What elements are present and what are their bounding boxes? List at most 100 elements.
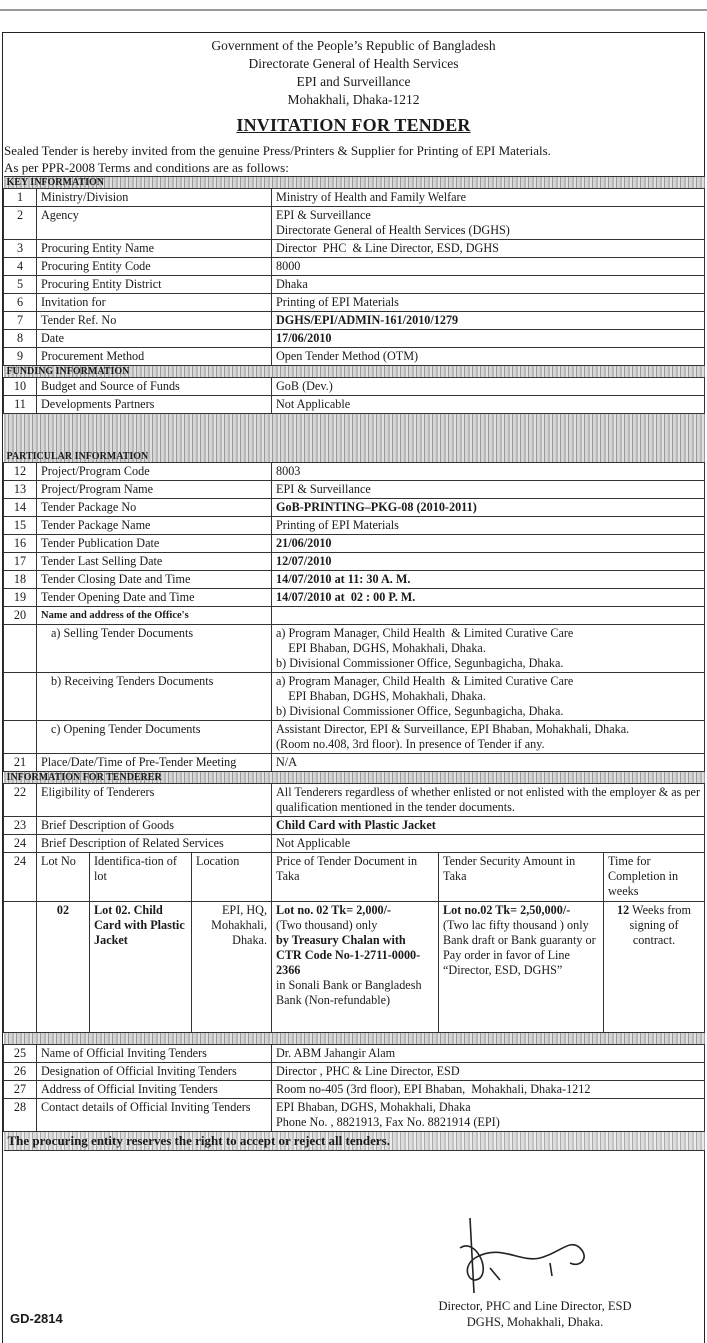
row-label: Brief Description of Goods	[36, 816, 272, 835]
completion-time: 12 Weeks from signing of contract.	[602, 901, 706, 1033]
section-band: FUNDING INFORMATION	[3, 365, 705, 378]
document-title: INVITATION FOR TENDER	[236, 115, 471, 135]
tender-security: Lot no.02 Tk= 2,50,000/- (Two lac fifty t…	[438, 901, 604, 1033]
lot-identification: Lot 02. Child Card with Plastic Jacket	[89, 901, 192, 1033]
table-row: 18 Tender Closing Date and Time 14/07/2010…	[3, 570, 706, 589]
table-row: 25 Name of Official Inviting Tenders Dr. A…	[3, 1044, 706, 1063]
row-value: N/A	[270, 753, 706, 772]
value-line: EPI Bhaban, DGHS, Mohakhali, Dhaka.	[276, 641, 486, 655]
row-value: EPI Bhaban, DGHS, Mohakhali, Dhaka Phone …	[270, 1098, 706, 1132]
value-line: Not Applicable	[276, 397, 351, 411]
intro-line: Sealed Tender is hereby invited from the…	[4, 143, 551, 158]
value-line: 8003	[276, 464, 301, 478]
row-number: 9	[3, 347, 37, 366]
table-row: 7 Tender Ref. No DGHS/EPI/ADMIN-161/2010/1…	[3, 311, 706, 330]
table-row: 5 Procuring Entity District Dhaka	[3, 275, 706, 294]
row-number: 26	[3, 1062, 37, 1081]
letterhead-line: Directorate General of Health Services	[248, 56, 459, 71]
row-label: Procuring Entity District	[36, 275, 272, 294]
row-number	[3, 672, 37, 721]
value-line: a) Program Manager, Child Health & Limit…	[276, 626, 574, 640]
value-line: b) Divisional Commissioner Office, Segun…	[276, 704, 564, 718]
tender-table: KEY INFORMATION 1 Ministry/Division Ministr…	[3, 176, 706, 1151]
row-number	[3, 720, 37, 754]
table-row: 26 Designation of Official Inviting Tende…	[3, 1062, 706, 1081]
value-line: N/A	[276, 755, 297, 769]
row-value: Not Applicable	[270, 395, 706, 414]
table-row: 28 Contact details of Official Inviting T…	[3, 1098, 706, 1132]
table-row: 16 Tender Publication Date 21/06/2010	[3, 534, 706, 553]
value-line: Not Applicable	[276, 836, 351, 850]
row-label: Tender Publication Date	[36, 534, 272, 553]
letterhead-line: EPI and Surveillance	[296, 74, 411, 89]
row-value: Room no-405 (3rd floor), EPI Bhaban, Moh…	[270, 1080, 706, 1099]
table-row: 15 Tender Package Name Printing of EPI Mat…	[3, 516, 706, 535]
row-number: 21	[3, 753, 37, 772]
row-number: 25	[3, 1044, 37, 1063]
row-label: Procurement Method	[36, 347, 272, 366]
row-value: Not Applicable	[270, 834, 706, 853]
row-number: 11	[3, 395, 37, 414]
footer-code: GD-2814	[10, 1311, 63, 1326]
intro-text: Sealed Tender is hereby invited from the…	[3, 142, 704, 176]
table-row: 23 Brief Description of Goods Child Card w…	[3, 816, 706, 835]
row-label: Designation of Official Inviting Tenders	[36, 1062, 272, 1081]
row-value: All Tenderers regardless of whether enli…	[270, 783, 706, 817]
table-row: 10 Budget and Source of Funds GoB (Dev.)	[3, 377, 706, 396]
row-label: Date	[36, 329, 272, 348]
table-row: b) Receiving Tenders Documents a) Program…	[3, 672, 706, 721]
value-line: 12/07/2010	[276, 554, 332, 568]
table-row: 3 Procuring Entity Name Director PHC & Lin…	[3, 239, 706, 258]
row-value: DGHS/EPI/ADMIN-161/2010/1279	[270, 311, 706, 330]
row-label: Name of Official Inviting Tenders	[36, 1044, 272, 1063]
section-heading: PARTICULAR INFORMATION	[3, 413, 705, 463]
row-value: GoB (Dev.)	[270, 377, 706, 396]
tender-document-price: Lot no. 02 Tk= 2,000/- (Two thousand) onl…	[271, 901, 439, 1033]
row-value: 14/07/2010 at 11: 30 A. M.	[270, 570, 706, 589]
row-value: 8000	[270, 257, 706, 276]
row-value: 21/06/2010	[270, 534, 706, 553]
table-row: 1 Ministry/Division Ministry of Health and…	[3, 188, 706, 207]
row-number: 5	[3, 275, 37, 294]
row-label: Agency	[36, 206, 272, 240]
value-line: a) Program Manager, Child Health & Limit…	[276, 674, 574, 688]
row-label: Procuring Entity Name	[36, 239, 272, 258]
row-label: Brief Description of Related Services	[36, 834, 272, 853]
value-line: (Room no.408, 3rd floor). In presence of…	[276, 737, 545, 751]
section-band: INFORMATION FOR TENDERER	[3, 771, 705, 784]
row-value: EPI & Surveillance	[270, 480, 706, 499]
top-rule	[0, 9, 707, 11]
completion-weeks: 12	[617, 903, 630, 917]
row-label: Tender Closing Date and Time	[36, 570, 272, 589]
row-number: 20	[3, 606, 37, 625]
row-number: 23	[3, 816, 37, 835]
table-row: 9 Procurement Method Open Tender Method (O…	[3, 347, 706, 366]
lot-column-header: Tender Security Amount in Taka	[438, 852, 604, 902]
table-row: 4 Procuring Entity Code 8000	[3, 257, 706, 276]
tender-notice: Government of the People’s Republic of B…	[2, 32, 706, 1343]
lot-location: EPI, HQ, Mohakhali, Dhaka.	[191, 901, 272, 1033]
table-row: 22 Eligibility of Tenderers All Tenderers …	[3, 783, 706, 817]
value-line: Assistant Director, EPI & Surveillance, …	[276, 722, 630, 736]
section-heading: FUNDING INFORMATION	[3, 365, 705, 378]
letterhead-line: Government of the People’s Republic of B…	[211, 38, 496, 53]
row-value: Director , PHC & Line Director, ESD	[270, 1062, 706, 1081]
row-label: Procuring Entity Code	[36, 257, 272, 276]
row-label: Ministry/Division	[36, 188, 272, 207]
row-number: 27	[3, 1080, 37, 1099]
value-line: 21/06/2010	[276, 536, 332, 550]
row-label: Tender Last Selling Date	[36, 552, 272, 571]
table-row: 2 Agency EPI & Surveillance Directorate Gen…	[3, 206, 706, 240]
lot-column-header: Lot No	[36, 852, 90, 902]
row-label: b) Receiving Tenders Documents	[36, 672, 272, 721]
row-value: GoB-PRINTING–PKG-08 (2010-2011)	[270, 498, 706, 517]
row-label: c) Opening Tender Documents	[36, 720, 272, 754]
row-number: 8	[3, 329, 37, 348]
row-number: 16	[3, 534, 37, 553]
value-line: Dhaka	[276, 277, 308, 291]
value-line: EPI & Surveillance	[276, 482, 371, 496]
row-number: 24	[3, 852, 37, 902]
lot-column-header: Price of Tender Document in Taka	[271, 852, 439, 902]
value-line: b) Divisional Commissioner Office, Segun…	[276, 656, 564, 670]
price-line: by Treasury Chalan with CTR Code No-1-27…	[276, 933, 421, 977]
